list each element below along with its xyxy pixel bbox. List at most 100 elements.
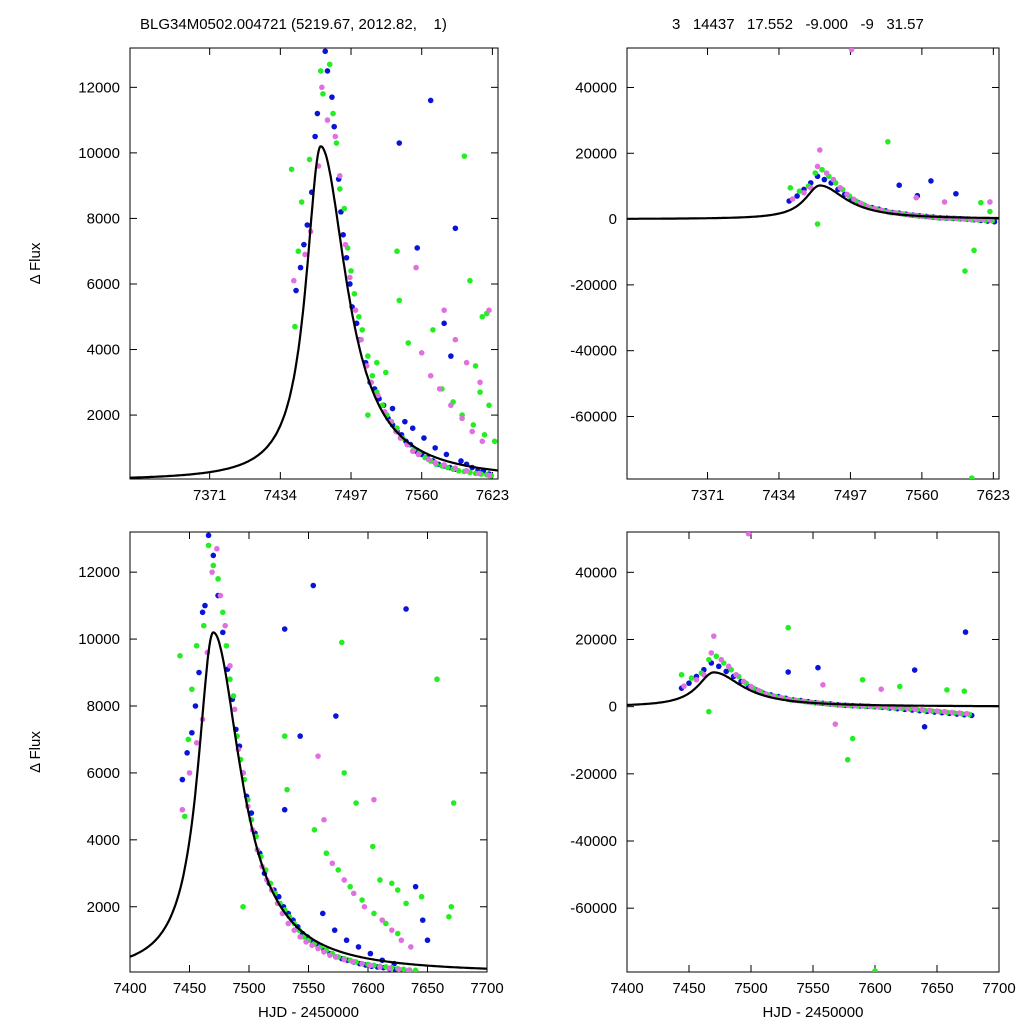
data-point-blue <box>310 582 317 589</box>
data-point-green <box>394 930 401 937</box>
data-point-green <box>688 675 695 681</box>
x-tick-label: 7650 <box>411 980 444 997</box>
data-point-green <box>430 327 436 333</box>
y-tick-label: -60000 <box>570 408 617 425</box>
data-point-blue <box>329 94 335 100</box>
data-point-green <box>339 639 345 646</box>
x-tick-label: 7400 <box>113 980 146 997</box>
data-point-green <box>356 313 362 320</box>
data-point-green <box>706 656 712 663</box>
x-tick-label: 7400 <box>610 980 643 997</box>
data-point-blue <box>921 724 928 730</box>
panel-bottom-left: 7400 7450 7500 7550 7600 7650 7700 2000 4000 6000… <box>27 531 504 1021</box>
data-point-violet <box>844 191 850 198</box>
x-tick-label: 7623 <box>476 487 509 504</box>
data-point-blue <box>301 241 307 248</box>
data-point-blue <box>367 950 374 957</box>
data-point-blue <box>389 405 396 412</box>
data-point-violet <box>832 721 839 727</box>
data-point-violet <box>209 569 215 575</box>
data-point-violet <box>711 633 717 639</box>
x-tick-label: 7371 <box>193 487 226 504</box>
y-tick-label: 4000 <box>87 832 120 849</box>
data-point-green <box>306 156 313 163</box>
x-tick-label: 7434 <box>762 487 795 504</box>
axes-frame <box>626 531 1000 973</box>
y-tick-label: 40000 <box>575 79 617 96</box>
header-stats: 3 14437 17.552 -9.000 -9 31.57 <box>672 16 924 33</box>
data-point-blue <box>396 140 403 146</box>
data-point-blue <box>281 806 288 813</box>
data-point-violet <box>477 379 483 386</box>
data-point-green <box>374 359 380 366</box>
data-point-blue <box>911 667 918 673</box>
data-point-green <box>292 323 298 330</box>
data-point-violet <box>227 663 233 669</box>
data-point-green <box>240 903 246 910</box>
data-point-green <box>295 248 302 255</box>
data-point-violet <box>452 465 459 471</box>
x-axis-label: HJD - 2450000 <box>763 1004 864 1021</box>
data-point-violet <box>926 707 933 714</box>
data-point-green <box>377 877 383 883</box>
data-point-violet <box>349 958 356 965</box>
data-point-violet <box>913 194 920 201</box>
data-point-violet <box>214 545 220 552</box>
data-point-violet <box>418 350 425 356</box>
x-tick-label: 7650 <box>920 980 953 997</box>
y-tick-label: -40000 <box>570 343 617 360</box>
data-points <box>130 532 487 972</box>
data-point-violet <box>315 753 321 759</box>
data-point-violet <box>486 307 492 314</box>
data-point-violet <box>740 678 747 685</box>
data-point-violet <box>321 816 327 823</box>
data-point-blue <box>458 458 464 464</box>
data-point-violet <box>347 274 353 281</box>
data-point-violet <box>361 903 368 910</box>
data-point-green <box>872 968 878 972</box>
data-point-violet <box>820 682 826 688</box>
data-point-blue <box>424 937 431 944</box>
y-tick-label: 2000 <box>87 407 120 424</box>
data-point-violet <box>179 806 186 813</box>
data-point-green <box>359 327 366 333</box>
x-tick-label: 7560 <box>905 487 938 504</box>
data-point-violet <box>319 84 325 91</box>
data-point-violet <box>341 877 348 883</box>
panel-top-right: 7371 7434 7497 7560 7623 -60000 -40000 -20000 0 2… <box>570 47 1010 504</box>
data-point-green <box>379 402 386 409</box>
data-point-green <box>347 883 353 890</box>
data-point-green <box>333 140 340 146</box>
model-curve <box>627 671 999 708</box>
data-point-blue <box>686 680 692 686</box>
data-point-violet <box>186 770 193 776</box>
y-tick-label: 10000 <box>78 631 120 648</box>
data-point-violet <box>911 706 918 712</box>
data-point-green <box>844 756 851 763</box>
data-point-violet <box>379 917 386 923</box>
data-point-green <box>796 188 803 194</box>
y-tick-label: -60000 <box>570 900 617 917</box>
data-point-green <box>400 966 407 972</box>
data-point-green <box>223 642 230 649</box>
data-point-violet <box>409 448 416 454</box>
data-point-green <box>962 268 968 274</box>
data-point-violet <box>748 683 754 690</box>
y-tick-label: 20000 <box>575 145 617 162</box>
data-point-violet <box>377 964 383 970</box>
data-point-green <box>330 110 336 117</box>
data-point-violet <box>398 937 405 944</box>
data-point-blue <box>319 910 326 917</box>
data-point-blue <box>293 287 299 294</box>
data-point-violet <box>823 170 830 176</box>
data-point-green <box>477 389 483 395</box>
data-point-green <box>849 735 856 742</box>
data-point-violet <box>285 920 292 927</box>
data-point-green <box>369 372 376 379</box>
data-point-violet <box>733 671 739 678</box>
panel-bottom-right: 7400 7450 7500 7550 7600 7650 7700 -60000 -40000… <box>570 531 1016 1021</box>
data-point-green <box>181 813 188 820</box>
data-point-green <box>434 676 440 683</box>
header-title: BLG34M0502.004721 (5219.67, 2012.82, 1) <box>140 16 447 33</box>
data-point-violet <box>963 710 970 717</box>
